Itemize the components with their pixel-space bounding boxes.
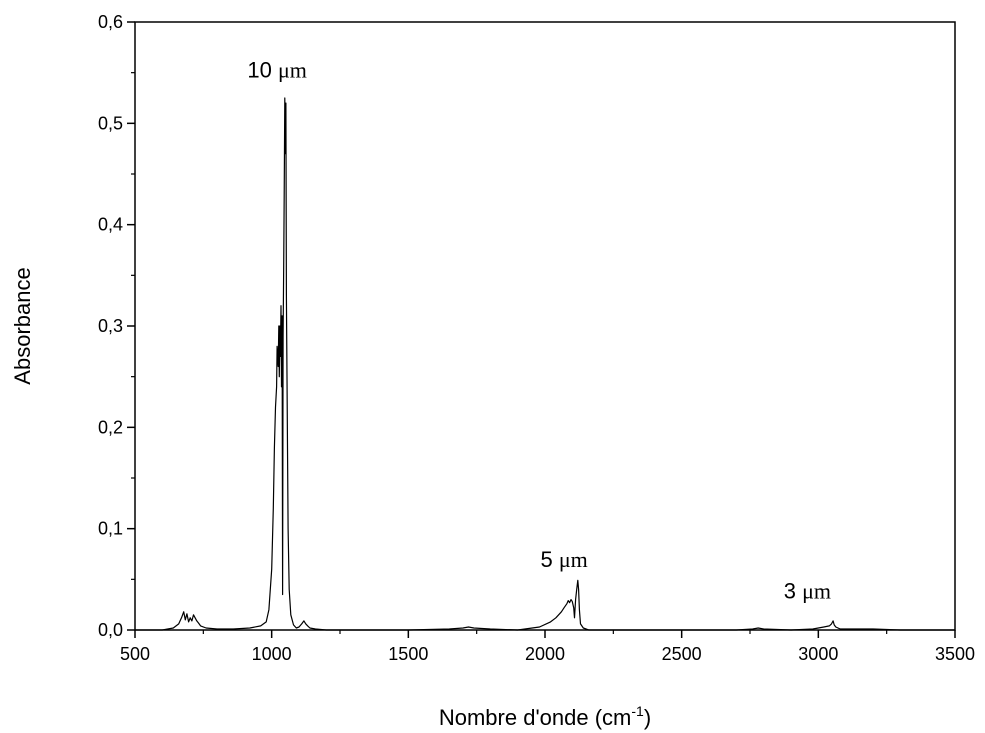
annotation-number: 10 (247, 58, 278, 83)
x-tick-label: 3500 (935, 644, 975, 664)
plot-frame (134, 21, 956, 631)
peak-annotation: 3 μm (784, 579, 831, 604)
x-axis-title-superscript: -1 (631, 703, 644, 719)
y-tick-label: 0,1 (98, 519, 123, 539)
y-tick-label: 0,2 (98, 417, 123, 437)
peak-annotation: 10 μm (247, 58, 307, 83)
x-tick-label: 3000 (798, 644, 838, 664)
annotation-unit: μm (802, 579, 831, 604)
x-tick-label: 2500 (662, 644, 702, 664)
y-tick-label: 0,3 (98, 316, 123, 336)
x-axis-ticks: 500 1000 1500 2000 2500 3000 3500 (120, 630, 975, 664)
y-tick-label: 0,5 (98, 113, 123, 133)
x-tick-label: 1000 (252, 644, 292, 664)
y-tick-label: 0,4 (98, 215, 123, 235)
annotation-number: 3 (784, 579, 802, 604)
y-axis-ticks: 0,0 0,1 0,2 0,3 0,4 0,5 0,6 (98, 12, 135, 640)
annotation-unit: μm (559, 547, 588, 572)
peak-annotations: 10 μm5 μm3 μm (247, 58, 831, 604)
x-axis-title-text: Nombre d'onde (cm (439, 705, 632, 730)
annotation-unit: μm (278, 58, 307, 83)
y-tick-label: 0,0 (98, 620, 123, 640)
x-tick-label: 1500 (388, 644, 428, 664)
series-line-absorbance (135, 97, 955, 631)
peak-annotation: 5 μm (540, 547, 587, 572)
x-axis-title: Nombre d'onde (cm-1) (439, 703, 651, 730)
x-axis-title-close: ) (644, 705, 651, 730)
x-tick-label: 500 (120, 644, 150, 664)
y-axis-title: Absorbance (10, 267, 35, 384)
annotation-number: 5 (540, 547, 558, 572)
y-tick-label: 0,6 (98, 12, 123, 32)
x-tick-label: 2000 (525, 644, 565, 664)
